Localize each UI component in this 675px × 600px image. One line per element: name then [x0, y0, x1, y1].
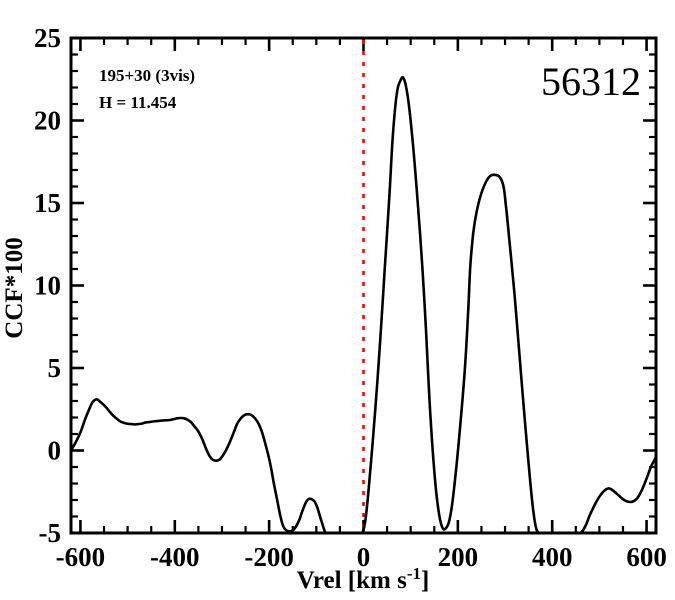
- x-axis-major-ticks: [79, 38, 648, 533]
- y-tick-label: 5: [48, 353, 62, 383]
- y-tick-label: -5: [39, 518, 62, 548]
- x-tick-label: -200: [244, 542, 294, 572]
- y-axis-tick-labels: -5 0 5 10 15 20 25: [34, 23, 61, 548]
- y-axis-minor-ticks: [71, 53, 656, 518]
- y-axis-title: CCF*100: [1, 237, 28, 338]
- y-tick-label: 15: [34, 188, 61, 218]
- ccf-curve: [72, 75, 655, 532]
- y-axis-major-ticks: [71, 36, 656, 535]
- object-identifier-label: 195+30 (3vis): [99, 66, 195, 85]
- x-tick-label: 400: [532, 542, 573, 572]
- y-tick-label: 25: [34, 23, 61, 53]
- x-tick-label: 0: [357, 542, 371, 572]
- x-tick-label: 200: [438, 542, 479, 572]
- x-tick-label: 600: [626, 542, 667, 572]
- epoch-mjd-label: 56312: [541, 59, 641, 104]
- y-tick-label: 20: [34, 106, 61, 136]
- x-axis-title: Vrel [km s-1]: [297, 564, 430, 594]
- x-axis-minor-ticks: [102, 38, 625, 533]
- y-tick-label: 0: [48, 436, 62, 466]
- y-tick-label: 10: [34, 271, 61, 301]
- x-tick-label: -400: [150, 542, 200, 572]
- h-magnitude-label: H = 11.454: [99, 93, 177, 112]
- x-axis-tick-labels: -600 -400 -200 0 200 400 600: [56, 542, 667, 572]
- x-tick-label: -600: [56, 542, 106, 572]
- ccf-curve-group: [72, 75, 655, 532]
